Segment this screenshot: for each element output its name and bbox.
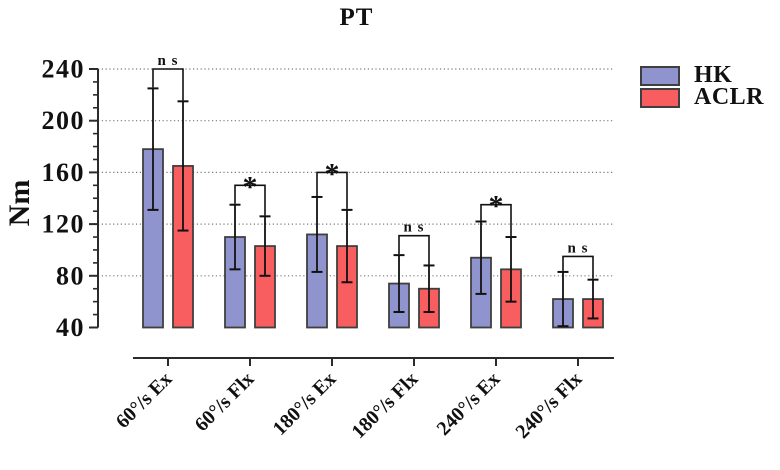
significance-bracket-4 [480,203,512,237]
legend-label-hk: HK [694,62,733,88]
legend-item-aclr: ACLR [640,84,765,110]
legend: HK ACLR [640,62,765,111]
x-category-label: 60°/s Ex [112,368,177,433]
significance-bracket-3 [398,234,430,265]
significance-label: n s [158,53,179,69]
x-category-label: 60°/s Flx [191,368,259,436]
significance-label: n s [568,240,589,256]
significance-bracket-0 [152,68,184,101]
y-tick-label: 120 [42,210,86,239]
significance-bracket-1 [234,184,266,216]
significance-label: * [243,170,258,203]
y-tick-label: 160 [42,158,86,187]
legend-item-hk: HK [640,62,764,88]
y-tick-label: 80 [56,261,85,290]
legend-swatch-hk [640,65,680,86]
x-category-label: 240°/s Ex [433,368,505,440]
legend-swatch-aclr [640,87,680,108]
significance-label: n s [404,220,425,236]
y-tick-label: 200 [42,106,86,135]
x-category-label: 180°/s Flx [347,368,422,443]
y-tick-label: 240 [42,55,86,84]
x-category-label: 240°/s Flx [511,368,586,443]
legend-label-aclr: ACLR [694,84,765,110]
significance-label: * [325,157,340,190]
significance-bracket-2 [316,171,348,209]
y-tick-label: 40 [56,313,85,342]
significance-bracket-5 [562,255,594,279]
x-category-label: 180°/s Ex [269,368,341,440]
significance-label: * [489,190,504,223]
chart-title: PT [339,4,374,31]
